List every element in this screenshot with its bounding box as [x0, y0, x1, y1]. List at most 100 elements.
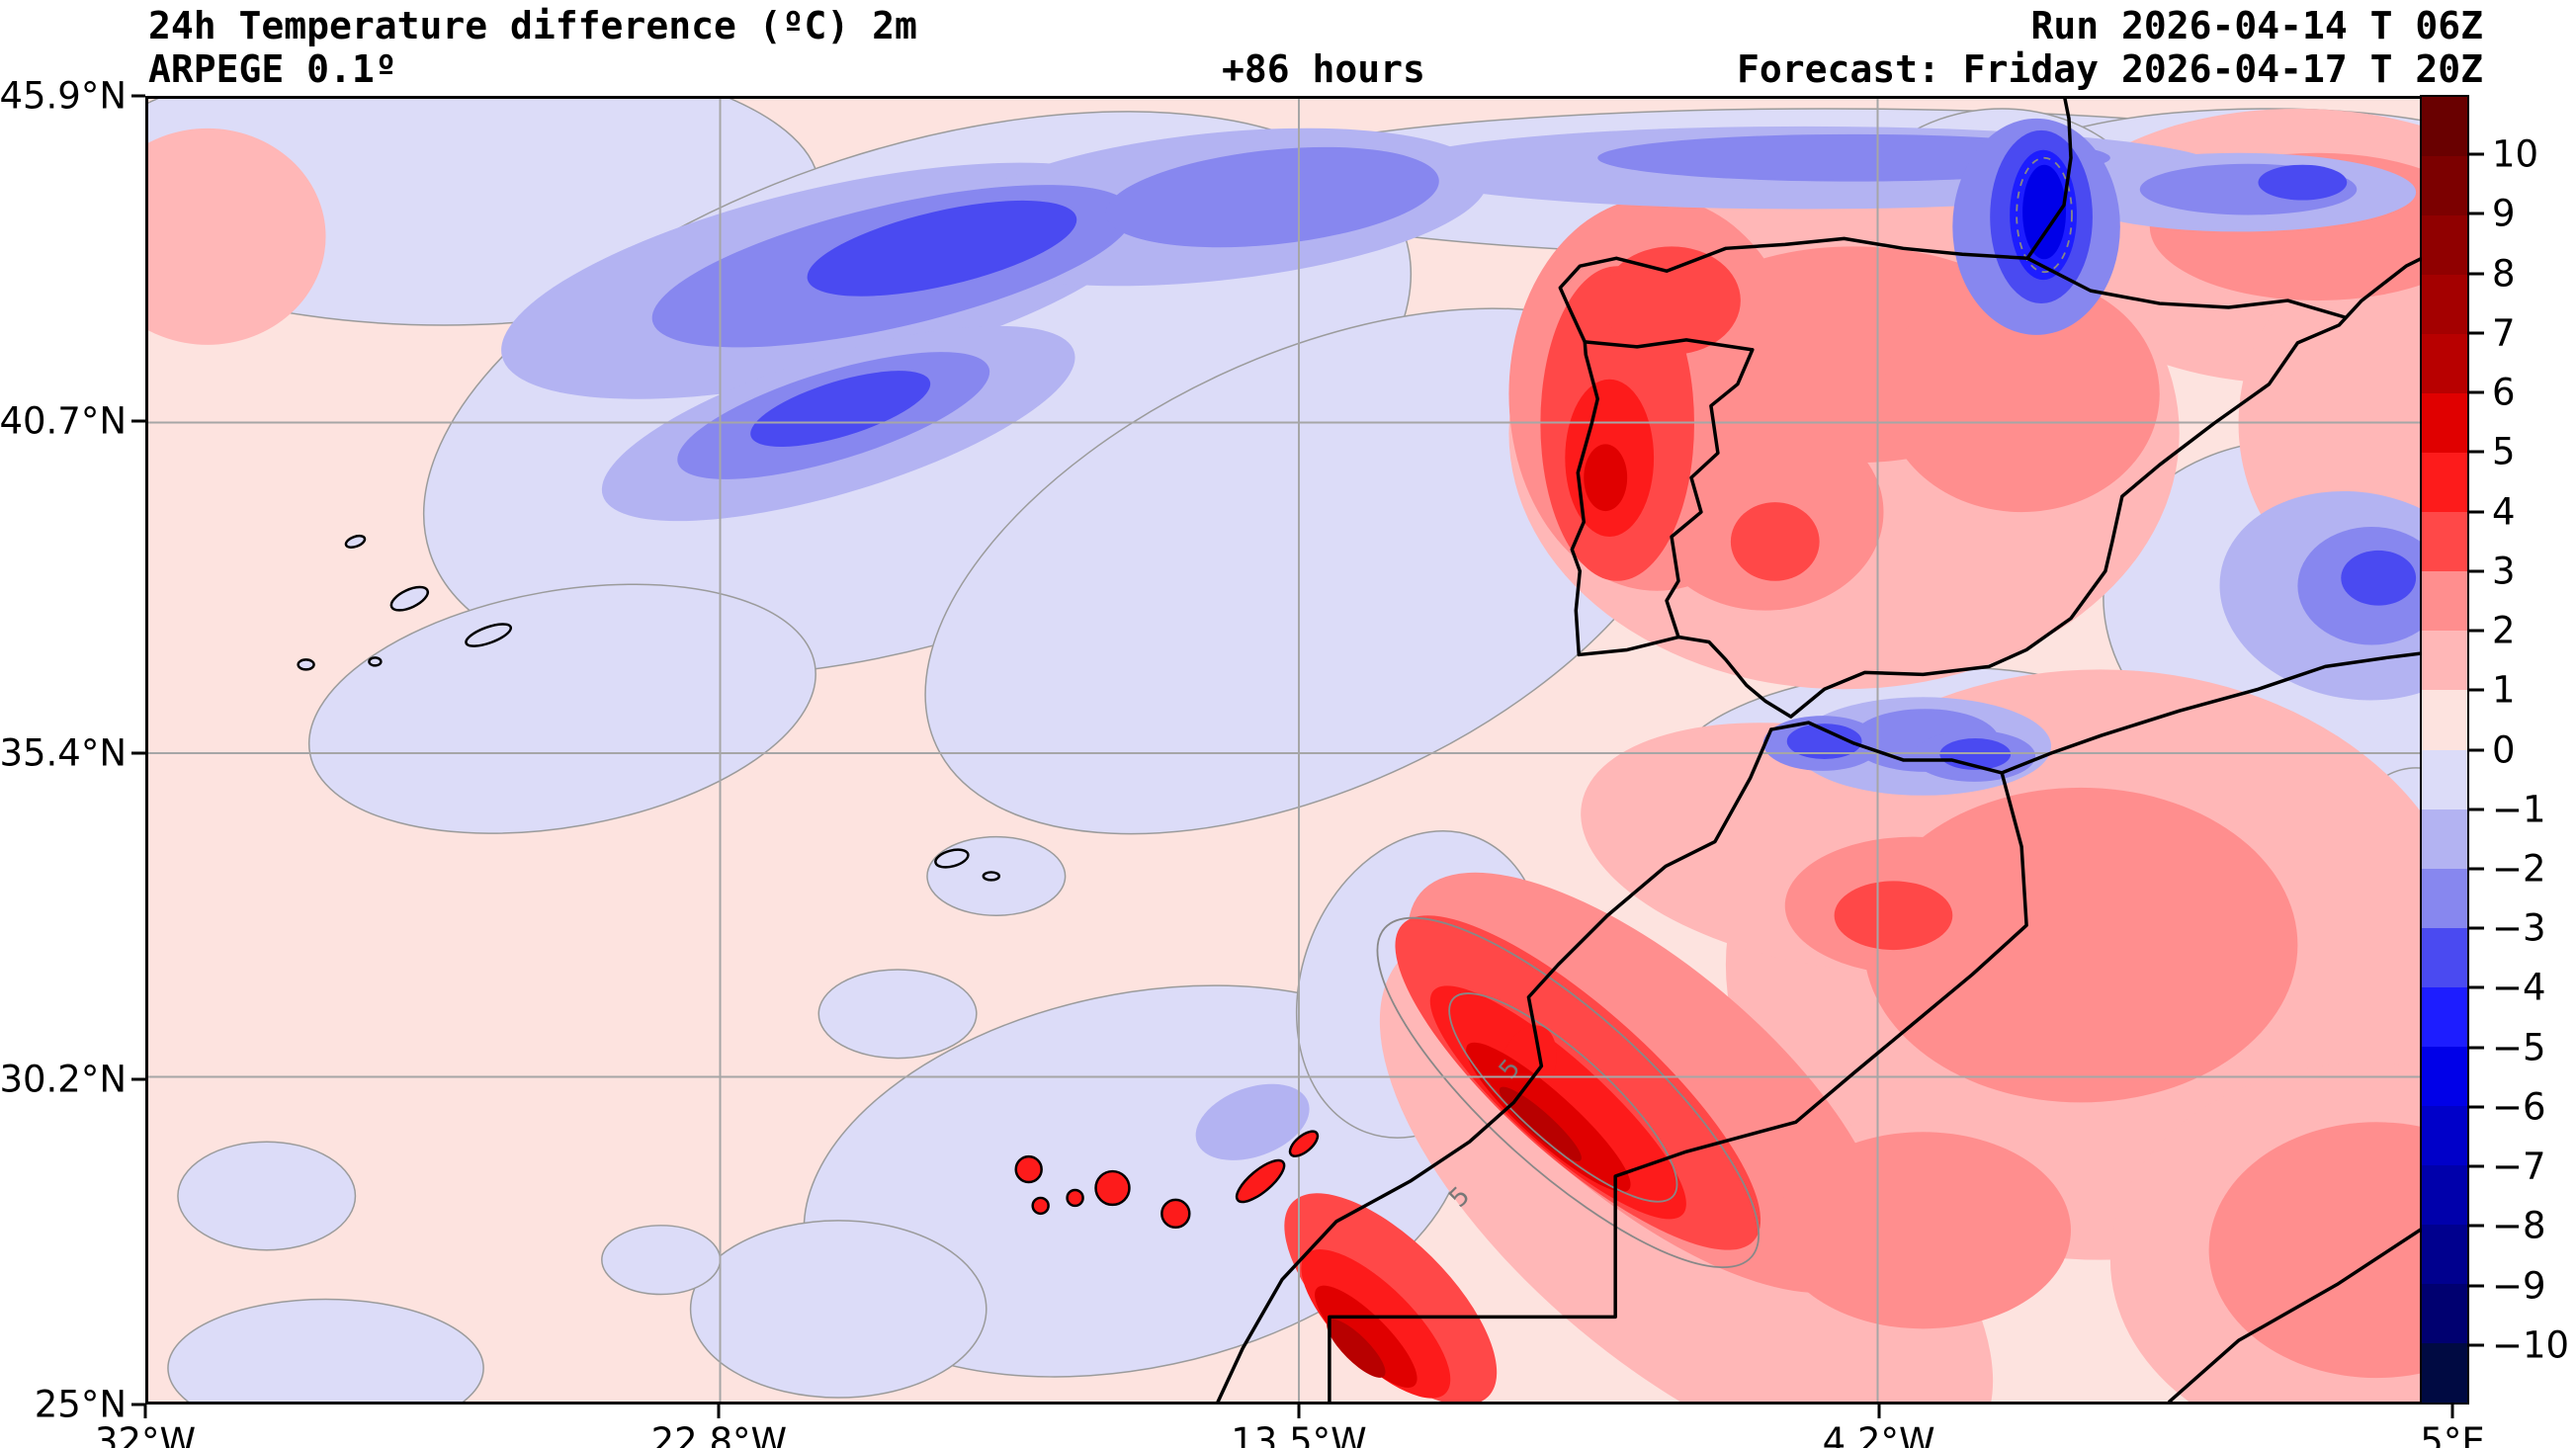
model-label: ARPEGE 0.1º	[148, 47, 397, 91]
colorbar-segment	[2422, 1342, 2467, 1404]
colorbar-segment	[2422, 1105, 2467, 1165]
colorbar-tick-label: −10	[2492, 1323, 2570, 1367]
colorbar-segment	[2422, 215, 2467, 276]
y-axis-tick	[131, 1077, 145, 1081]
colorbar-tick	[2469, 867, 2484, 871]
map-title: 24h Temperature difference (ºC) 2m	[148, 4, 917, 47]
title-block: 24h Temperature difference (ºC) 2m ARPEGE…	[148, 4, 917, 91]
lead-time-label: +86 hours	[1222, 47, 1425, 91]
colorbar-tick-label: −6	[2492, 1085, 2546, 1129]
x-axis-tick	[2450, 1405, 2454, 1418]
x-axis-tick-label: 32°W	[94, 1420, 197, 1448]
field-pos3to7	[1284, 246, 1953, 1402]
colorbar-tick	[2469, 450, 2484, 454]
colorbar-segment	[2422, 927, 2467, 987]
x-axis-tick-label: 5°E	[2420, 1420, 2485, 1448]
islands-azores	[297, 534, 513, 671]
y-axis-tick-label: 35.4°N	[0, 731, 127, 775]
colorbar-tick-label: −8	[2492, 1204, 2546, 1247]
colorbar-tick	[2469, 331, 2484, 335]
y-axis-tick	[131, 1403, 145, 1406]
colorbar-tick-label: 10	[2492, 132, 2539, 176]
colorbar-tick-label: −2	[2492, 847, 2546, 891]
colorbar-tick	[2469, 1343, 2484, 1347]
y-axis-tick-label: 30.2°N	[0, 1058, 127, 1101]
colorbar-segment	[2422, 631, 2467, 691]
colorbar-segment	[2422, 1283, 2467, 1343]
colorbar-tick	[2469, 569, 2484, 573]
map-svg: 5 5	[148, 99, 2449, 1402]
colorbar-segment	[2422, 749, 2467, 809]
colorbar-segment	[2422, 1164, 2467, 1225]
colorbar-segment	[2422, 809, 2467, 869]
gridlines	[148, 99, 2449, 1402]
colorbar-segment	[2422, 571, 2467, 632]
x-axis-tick	[1297, 1405, 1301, 1418]
colorbar-segment	[2422, 334, 2467, 394]
border-morocco-algeria	[1328, 771, 2028, 1402]
colorbar-tick-label: −3	[2492, 906, 2546, 950]
field-neg5to7-core	[2010, 149, 2077, 281]
run-info-block: Run 2026-04-14 T 06Z Forecast: Friday 202…	[1737, 4, 2483, 91]
x-axis-tick	[143, 1405, 147, 1418]
x-axis-tick-label: 22.8°W	[650, 1420, 788, 1448]
colorbar-tick	[2469, 688, 2484, 692]
colorbar-tick	[2469, 748, 2484, 751]
colorbar-tick-label: 3	[2492, 550, 2516, 593]
colorbar-tick-label: −9	[2492, 1264, 2546, 1308]
colorbar-segment	[2422, 393, 2467, 454]
colorbar-tick-label: 1	[2492, 668, 2516, 712]
colorbar-tick	[2469, 808, 2484, 811]
x-axis-tick	[1877, 1405, 1881, 1418]
colorbar-tick-label: 9	[2492, 192, 2516, 235]
coastline-africa-atlantic	[1216, 727, 1773, 1402]
colorbar-tick	[2469, 1284, 2484, 1288]
colorbar-segment	[2422, 868, 2467, 928]
colorbar-tick-label: 4	[2492, 490, 2516, 534]
y-axis-tick-label: 40.7°N	[0, 399, 127, 443]
colorbar-tick-label: −5	[2492, 1026, 2546, 1069]
x-axis-tick	[717, 1405, 721, 1418]
y-axis-tick-label: 25°N	[34, 1383, 127, 1426]
colorbar-tick-label: 0	[2492, 728, 2516, 771]
colorbar-segment	[2422, 97, 2467, 157]
map-canvas: 5 5	[145, 96, 2452, 1405]
colorbar-segment	[2422, 1046, 2467, 1106]
coastline-africa-med	[1769, 647, 2449, 775]
colorbar-tick	[2469, 1224, 2484, 1228]
colorbar-tick	[2469, 152, 2484, 156]
colorbar-segment	[2422, 453, 2467, 513]
colorbar-tick	[2469, 1046, 2484, 1050]
colorbar-tick	[2469, 390, 2484, 394]
islands-madeira	[934, 848, 1001, 882]
colorbar-segment	[2422, 512, 2467, 572]
y-axis-tick-label: 45.9°N	[0, 74, 127, 118]
colorbar-tick-label: 6	[2492, 371, 2516, 414]
colorbar	[2420, 95, 2469, 1405]
border-portugal-spain	[1583, 338, 1755, 639]
coastlines	[1216, 99, 2449, 1402]
colorbar-tick	[2469, 272, 2484, 276]
colorbar-tick-label: 7	[2492, 311, 2516, 355]
colorbar-tick	[2469, 1164, 2484, 1168]
colorbar-tick	[2469, 1105, 2484, 1109]
colorbar-segment	[2422, 275, 2467, 335]
contour-lines	[1376, 156, 2073, 1269]
colorbar-tick	[2469, 926, 2484, 930]
colorbar-tick	[2469, 985, 2484, 989]
y-axis-tick	[131, 419, 145, 423]
colorbar-tick	[2469, 510, 2484, 514]
colorbar-tick-label: 2	[2492, 609, 2516, 652]
x-axis-tick-label: 4.2°W	[1822, 1420, 1935, 1448]
colorbar-tick-label: 8	[2492, 252, 2516, 296]
colorbar-tick	[2469, 629, 2484, 633]
run-label: Run 2026-04-14 T 06Z	[2030, 4, 2483, 47]
x-axis-tick-label: 13.5°W	[1231, 1420, 1367, 1448]
border-algeria-south	[2167, 1209, 2449, 1402]
colorbar-segment	[2422, 1224, 2467, 1284]
colorbar-segment	[2422, 690, 2467, 750]
colorbar-tick-label: −4	[2492, 966, 2546, 1009]
forecast-label: Forecast: Friday 2026-04-17 T 20Z	[1737, 47, 2483, 91]
colorbar-tick-label: 5	[2492, 430, 2516, 473]
